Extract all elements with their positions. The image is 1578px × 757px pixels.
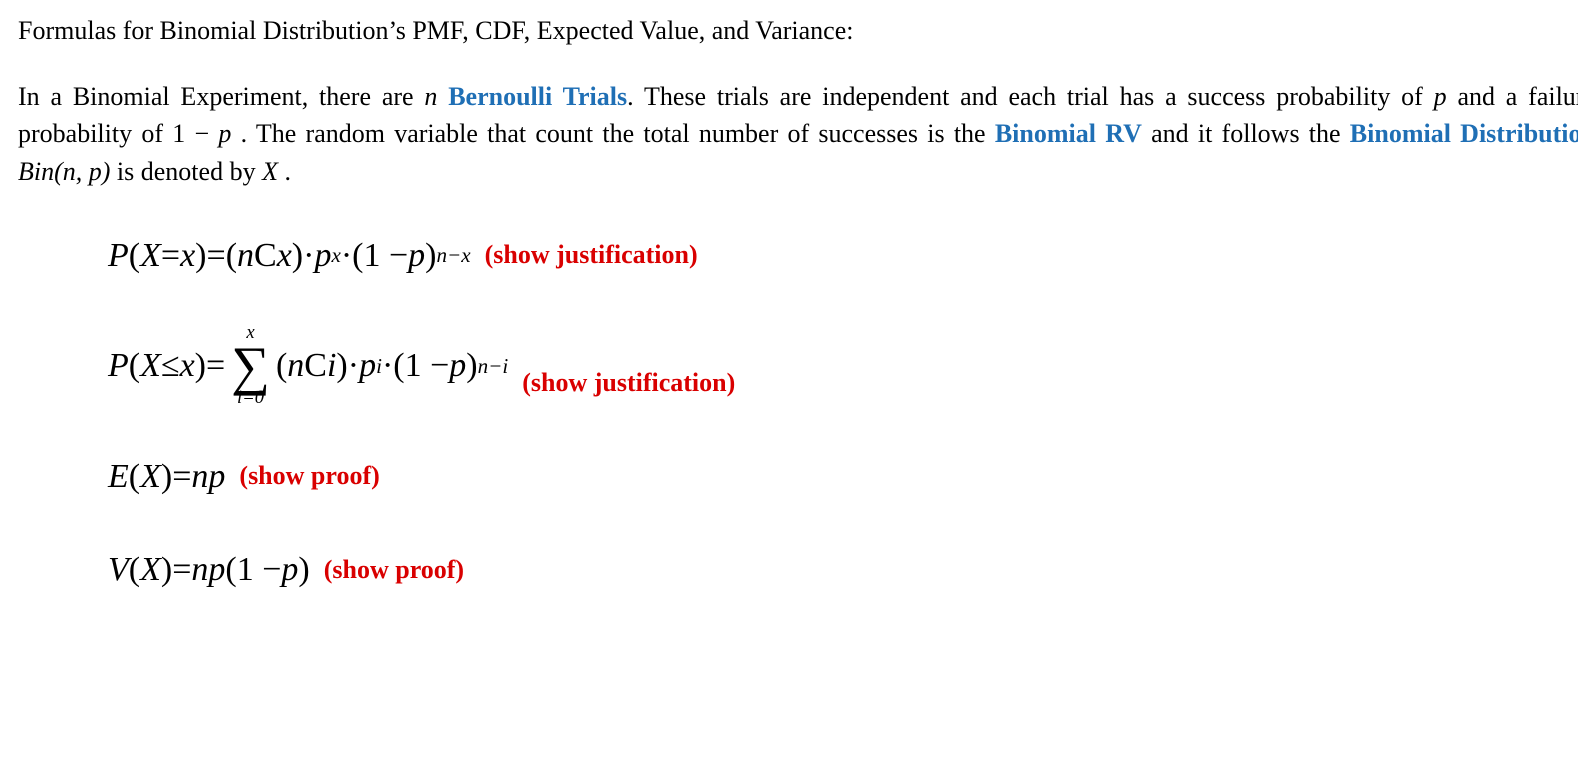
formula-row-pmf: P(X = x) = (n C x) · px · (1 − p)n−x (sh… <box>108 231 1578 280</box>
term-bernoulli-trials: Bernoulli Trials <box>448 82 627 111</box>
intro-one-minus-p: 1 − p <box>172 119 231 148</box>
var-equals: = <box>172 545 191 594</box>
cdf-nci-open: ( <box>276 341 287 390</box>
formulas-block: P(X = x) = (n C x) · px · (1 − p)n−x (sh… <box>18 231 1578 595</box>
pmf-dot1: · <box>303 231 314 280</box>
ev-open: ( <box>129 452 140 501</box>
cdf-p2: p <box>449 341 466 390</box>
formula-row-expected-value: E(X) = np (show proof) <box>108 452 1578 501</box>
cdf-X: X <box>140 341 161 390</box>
var-open: ( <box>129 545 140 594</box>
pmf-p2: p <box>408 231 425 280</box>
pmf-ncx-n: n <box>237 231 254 280</box>
ev-X: X <box>140 452 161 501</box>
cdf-nci-C: C <box>304 341 327 390</box>
pmf-ncx-C: C <box>254 231 277 280</box>
cdf-open: ( <box>129 341 140 390</box>
cdf-dot2: · <box>382 341 393 390</box>
cdf-summation: x ∑ i=0 <box>231 324 270 408</box>
intro-var-n: n <box>424 82 437 111</box>
pmf-exp-nmx: n−x <box>436 240 470 271</box>
cdf-sum-bottom: i=0 <box>237 389 264 408</box>
term-binomial-distribution: Binomial Distribution <box>1350 119 1578 148</box>
intro-space-1 <box>437 82 448 111</box>
ev-close: ) <box>161 452 172 501</box>
ev-equals: = <box>172 452 191 501</box>
intro-var-p: p <box>1434 82 1447 111</box>
pmf-equals: = <box>207 231 226 280</box>
intro-text-7: . <box>278 157 291 186</box>
formula-expected-value: E(X) = np <box>108 452 225 501</box>
pmf-p: p <box>314 231 331 280</box>
formula-pmf: P(X = x) = (n C x) · px · (1 − p)n−x <box>108 231 471 280</box>
cdf-close: ) <box>195 341 206 390</box>
intro-text-5: and it follows the <box>1142 119 1350 148</box>
annotation-variance: (show proof) <box>324 551 464 595</box>
pmf-P: P <box>108 231 129 280</box>
pmf-dot2: · <box>341 231 352 280</box>
var-p: p <box>281 545 298 594</box>
pmf-x: x <box>180 231 195 280</box>
var-X: X <box>140 545 161 594</box>
cdf-equals: = <box>206 341 225 390</box>
cdf-close2: ) <box>466 341 477 390</box>
pmf-X: X <box>140 231 161 280</box>
page-heading: Formulas for Binomial Distribution’s PMF… <box>18 12 1578 50</box>
intro-var-X: X <box>262 157 278 186</box>
intro-text-2: . These trials are independent and each … <box>627 82 1434 111</box>
intro-bin-np: Bin(n, p) <box>18 157 110 186</box>
annotation-cdf: (show justification) <box>522 364 735 408</box>
intro-text-6: is denoted by <box>110 157 262 186</box>
cdf-nci-i: i <box>327 341 336 390</box>
formula-variance: V(X) = np(1 − p) <box>108 545 310 594</box>
cdf-nci-n: n <box>287 341 304 390</box>
pmf-exp-x: x <box>331 240 340 271</box>
cdf-p: p <box>359 341 376 390</box>
annotation-expected-value: (show proof) <box>239 457 379 501</box>
cdf-P: P <box>108 341 129 390</box>
cdf-exp-nmi: n−i <box>478 351 509 382</box>
pmf-ncx-open: ( <box>226 231 237 280</box>
pmf-close: ) <box>195 231 206 280</box>
pmf-open: ( <box>129 231 140 280</box>
term-binomial-rv: Binomial RV <box>995 119 1142 148</box>
intro-text-1: In a Binomial Experiment, there are <box>18 82 424 111</box>
formula-cdf: P(X ≤ x) = x ∑ i=0 (n C i) · pi · (1 − p… <box>108 324 508 408</box>
ev-E: E <box>108 452 129 501</box>
var-close: ) <box>161 545 172 594</box>
cdf-dot1: · <box>348 341 359 390</box>
intro-paragraph: In a Binomial Experiment, there are n Be… <box>18 78 1578 191</box>
cdf-nci-close: ) <box>336 341 347 390</box>
formula-row-variance: V(X) = np(1 − p) (show proof) <box>108 545 1578 594</box>
intro-text-4: . The random variable that count the tot… <box>231 119 994 148</box>
pmf-close2: ) <box>425 231 436 280</box>
ev-np: np <box>191 452 225 501</box>
annotation-pmf: (show justification) <box>485 236 698 280</box>
cdf-x: x <box>180 341 195 390</box>
var-close2: ) <box>298 545 309 594</box>
var-V: V <box>108 545 129 594</box>
pmf-ncx-x: x <box>277 231 292 280</box>
sigma-icon: ∑ <box>231 343 270 389</box>
pmf-eq-sym: = <box>161 231 180 280</box>
formula-row-cdf: P(X ≤ x) = x ∑ i=0 (n C i) · pi · (1 − p… <box>108 324 1578 408</box>
var-open2: (1 − <box>225 545 281 594</box>
var-np: np <box>191 545 225 594</box>
cdf-open2: (1 − <box>393 341 449 390</box>
cdf-le: ≤ <box>161 341 180 390</box>
pmf-open2: (1 − <box>352 231 408 280</box>
pmf-ncx-close: ) <box>292 231 303 280</box>
